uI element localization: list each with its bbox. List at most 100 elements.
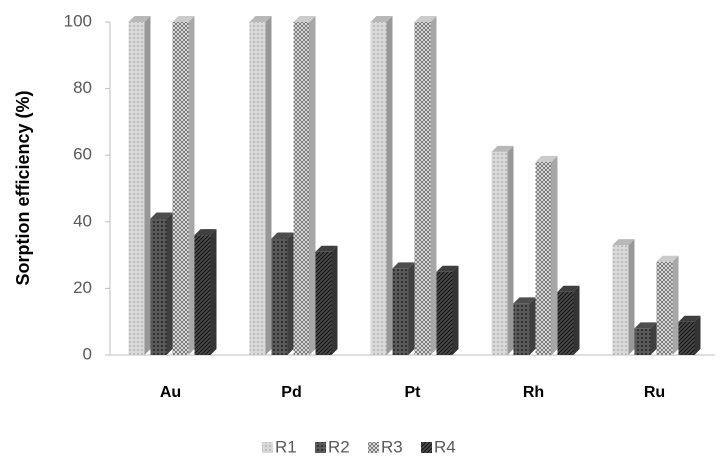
bar-side xyxy=(265,16,272,355)
bar-side xyxy=(694,315,701,355)
y-tick-label: 40 xyxy=(73,211,92,230)
y-tick-label: 20 xyxy=(73,278,92,297)
legend-label: R1 xyxy=(275,437,297,456)
bar-top xyxy=(491,145,514,152)
x-tick-label: Pt xyxy=(405,384,422,401)
bar-front xyxy=(392,268,409,355)
bar-top xyxy=(535,155,558,162)
bar-side xyxy=(628,239,635,355)
bar-side xyxy=(386,16,393,355)
bar-top xyxy=(513,297,536,304)
bar xyxy=(414,16,437,355)
bar xyxy=(249,16,272,355)
bar-front xyxy=(678,321,695,355)
y-tick-label: 100 xyxy=(64,11,92,30)
bar-side xyxy=(650,322,657,355)
bar xyxy=(535,155,558,355)
bar xyxy=(315,245,338,355)
bar xyxy=(436,265,459,355)
bar-front xyxy=(172,22,189,355)
bar-side xyxy=(430,16,437,355)
legend-swatch xyxy=(421,442,432,453)
bar-front xyxy=(612,245,629,355)
bar xyxy=(271,232,294,355)
bar-top xyxy=(315,245,338,252)
x-tick-label: Au xyxy=(160,384,181,401)
legend-swatch xyxy=(368,442,379,453)
bar-top xyxy=(392,262,415,269)
bar-top xyxy=(271,232,294,239)
bar-front xyxy=(436,271,453,355)
legend-label: R3 xyxy=(381,437,403,456)
bar-front xyxy=(414,22,431,355)
bar-top xyxy=(678,315,701,322)
bar-top xyxy=(656,255,679,262)
legend-swatch xyxy=(315,442,326,453)
bar-side xyxy=(309,16,316,355)
bar-side xyxy=(188,16,195,355)
bar xyxy=(392,262,415,355)
bar-front xyxy=(271,238,288,355)
bar xyxy=(370,16,393,355)
bar-top xyxy=(634,322,657,329)
bar xyxy=(172,16,195,355)
bar-side xyxy=(507,145,514,355)
bar-front xyxy=(557,291,574,355)
bar-front xyxy=(315,251,332,355)
x-tick-label: Rh xyxy=(523,384,544,401)
bar-top xyxy=(128,16,151,22)
bar-side xyxy=(144,16,151,355)
legend-swatch xyxy=(262,442,273,453)
bar xyxy=(194,229,217,355)
bar-front xyxy=(513,303,530,355)
bar-front xyxy=(128,22,145,355)
bar-front xyxy=(370,22,387,355)
bar-side xyxy=(452,265,459,355)
bar-side xyxy=(408,262,415,355)
bar-side xyxy=(529,297,536,355)
bar-front xyxy=(535,161,552,355)
bar-side xyxy=(287,232,294,355)
legend-label: R2 xyxy=(328,437,350,456)
bar xyxy=(491,145,514,355)
bar-side xyxy=(672,255,679,355)
bar-front xyxy=(249,22,266,355)
bar-front xyxy=(293,22,310,355)
bar xyxy=(634,322,657,355)
bar-top xyxy=(612,239,635,246)
bar-side xyxy=(573,285,580,355)
bar-side xyxy=(551,155,558,355)
bar xyxy=(150,212,173,355)
y-axis-title: Sorption efficiency (%) xyxy=(13,90,33,285)
bar-front xyxy=(634,328,651,355)
bar-front xyxy=(491,151,508,355)
bar xyxy=(293,16,316,355)
bar-front xyxy=(150,218,167,355)
bar-top xyxy=(370,16,393,22)
bar xyxy=(128,16,151,355)
bar-top xyxy=(436,265,459,272)
bar xyxy=(678,315,701,355)
bar-top xyxy=(150,212,173,219)
y-tick-label: 80 xyxy=(73,78,92,97)
bar-front xyxy=(194,235,211,355)
bar xyxy=(612,239,635,355)
bar-front xyxy=(656,261,673,355)
bar xyxy=(513,297,536,355)
bar-side xyxy=(210,229,217,355)
bar-top xyxy=(414,16,437,22)
bar-top xyxy=(557,285,580,292)
bar xyxy=(656,255,679,355)
legend-label: R4 xyxy=(434,437,456,456)
x-tick-label: Pd xyxy=(281,384,301,401)
bar-top xyxy=(194,229,217,236)
y-tick-label: 60 xyxy=(73,145,92,164)
bar-top xyxy=(293,16,316,22)
bar xyxy=(557,285,580,355)
bar-top xyxy=(172,16,195,22)
x-tick-label: Ru xyxy=(644,384,665,401)
bar-side xyxy=(166,212,173,355)
bar-side xyxy=(331,245,338,355)
bar-top xyxy=(249,16,272,22)
